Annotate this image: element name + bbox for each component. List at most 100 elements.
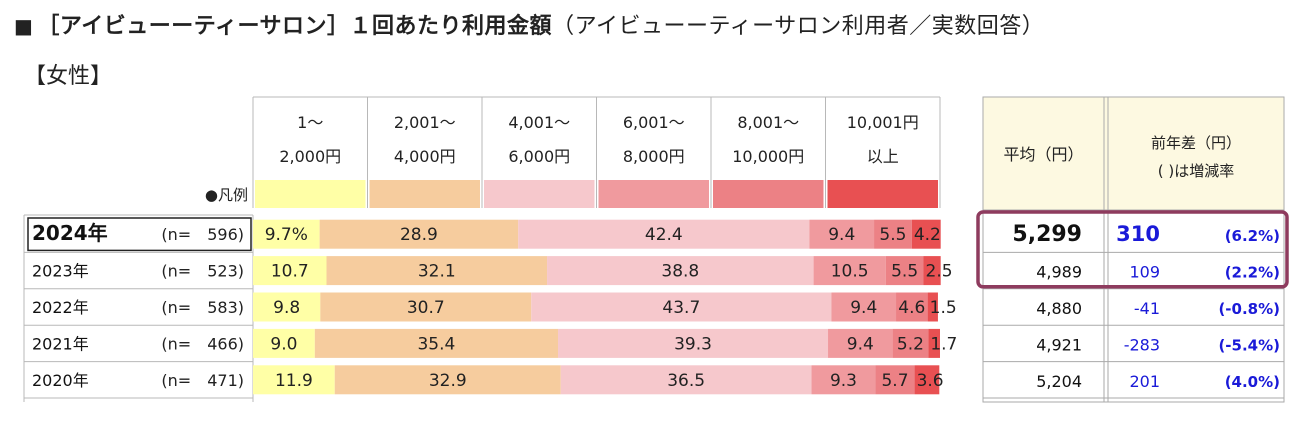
diff-value: 109 xyxy=(1129,263,1160,282)
data-label: 2.5 xyxy=(926,262,953,282)
bar-segment xyxy=(253,365,335,395)
bar-segment xyxy=(560,365,812,395)
diff-rate: (2.2%) xyxy=(1225,264,1280,282)
data-label: 28.9 xyxy=(400,225,438,245)
bar-segment xyxy=(558,328,829,358)
title-main: ［アイビューーティーサロン］１回あたり利用金額 xyxy=(37,14,553,39)
diff-rate: (4.0%) xyxy=(1225,373,1280,391)
bar-segment xyxy=(892,328,929,358)
diff-rate: (6.2%) xyxy=(1225,227,1280,245)
row-year: 2023年 xyxy=(32,262,89,281)
data-label: 9.8 xyxy=(273,298,300,318)
data-label: 39.3 xyxy=(674,334,712,354)
category-label: 1～ xyxy=(297,113,323,132)
avg-value: 4,921 xyxy=(1036,335,1082,354)
category-label: 2,000円 xyxy=(279,147,341,166)
diff-header: ( )は増減率 xyxy=(1158,162,1234,180)
bar-segment xyxy=(326,256,548,286)
avg-value: 4,880 xyxy=(1036,299,1082,318)
current-year-frame xyxy=(27,217,252,252)
diff-rate: (-5.4%) xyxy=(1218,336,1280,354)
category-label: 6,001～ xyxy=(623,113,685,132)
data-label: 10.7 xyxy=(271,262,309,282)
bar-segment xyxy=(885,256,924,286)
bar-segment xyxy=(518,219,810,249)
avg-value: 5,204 xyxy=(1036,372,1082,391)
bar-segment xyxy=(831,292,897,322)
data-label: 4.2 xyxy=(914,225,941,245)
category-label: 6,000円 xyxy=(508,147,570,166)
bar-segment xyxy=(253,328,315,358)
bar-segment xyxy=(809,219,875,249)
diff-header: 前年差（円） xyxy=(1151,134,1241,152)
row-year: 2020年 xyxy=(32,371,89,390)
category-label: 4,000円 xyxy=(394,147,456,166)
bar-segment xyxy=(875,365,915,395)
diff-rate: (-0.8%) xyxy=(1218,300,1280,318)
row-year: 2022年 xyxy=(32,298,89,317)
data-label: 5.2 xyxy=(897,334,924,354)
title-square-icon: ■ xyxy=(14,14,34,38)
category-label: 2,001～ xyxy=(394,113,456,132)
data-label: 1.5 xyxy=(930,298,957,318)
legend-label: ●凡例 xyxy=(205,186,248,204)
data-label: 32.9 xyxy=(429,371,467,391)
summary-table-border xyxy=(982,96,1285,403)
data-label: 36.5 xyxy=(667,371,705,391)
bar-segment xyxy=(911,219,941,249)
avg-value: 5,299 xyxy=(1012,222,1082,247)
legend-swatch xyxy=(484,180,595,208)
bar-segment xyxy=(319,219,519,249)
bar-segment xyxy=(547,256,814,286)
data-label: 1.7 xyxy=(930,334,957,354)
data-label: 43.7 xyxy=(662,298,700,318)
legend-swatch xyxy=(369,180,480,208)
row-n: (n= 596) xyxy=(161,225,244,244)
category-label: 8,000円 xyxy=(623,147,685,166)
chart-subtitle: 【女性】 xyxy=(24,64,113,89)
row-n: (n= 523) xyxy=(161,262,244,281)
bar-segment xyxy=(531,292,832,322)
bar-segment xyxy=(314,328,559,358)
data-label: 10.5 xyxy=(831,262,869,282)
data-label: 9.4 xyxy=(850,298,877,318)
category-label: 10,001円 xyxy=(847,113,919,132)
bar-segment xyxy=(320,292,532,322)
bar-segment xyxy=(928,328,940,358)
row-n: (n= 583) xyxy=(161,298,244,317)
bar-segment xyxy=(927,292,938,322)
bar-segment xyxy=(253,256,327,286)
data-label: 9.3 xyxy=(830,371,857,391)
category-label: 4,001～ xyxy=(508,113,570,132)
data-label: 9.4 xyxy=(847,334,874,354)
category-label: 8,001～ xyxy=(737,113,799,132)
diff-value: 310 xyxy=(1116,222,1160,246)
data-label: 9.0 xyxy=(270,334,297,354)
chart-title: ■ ［アイビューーティーサロン］１回あたり利用金額（アイビューーティーサロン利用者… xyxy=(14,8,1044,40)
bar-segment xyxy=(813,256,886,286)
bar-segment xyxy=(914,365,940,395)
row-year: 2024年 xyxy=(32,221,108,245)
bar-segment xyxy=(896,292,928,322)
legend-swatch xyxy=(827,180,938,208)
legend-swatch xyxy=(255,180,366,208)
data-label: 11.9 xyxy=(275,371,313,391)
data-label: 32.1 xyxy=(418,262,456,282)
data-label: 4.6 xyxy=(898,298,925,318)
data-label: 5.7 xyxy=(881,371,908,391)
data-label: 9.7% xyxy=(265,225,308,245)
bar-segment xyxy=(828,328,893,358)
diff-value: -41 xyxy=(1134,299,1160,318)
data-label: 35.4 xyxy=(417,334,455,354)
bar-segment xyxy=(923,256,941,286)
avg-header: 平均（円） xyxy=(1003,145,1083,164)
row-year: 2021年 xyxy=(32,334,89,353)
data-label: 5.5 xyxy=(891,262,918,282)
bar-segment xyxy=(253,292,321,322)
category-label: 以上 xyxy=(867,147,899,166)
diff-value: -283 xyxy=(1124,335,1160,354)
highlight-box xyxy=(976,210,1289,289)
row-n: (n= 466) xyxy=(161,334,244,353)
summary-header-bg xyxy=(982,96,1285,211)
